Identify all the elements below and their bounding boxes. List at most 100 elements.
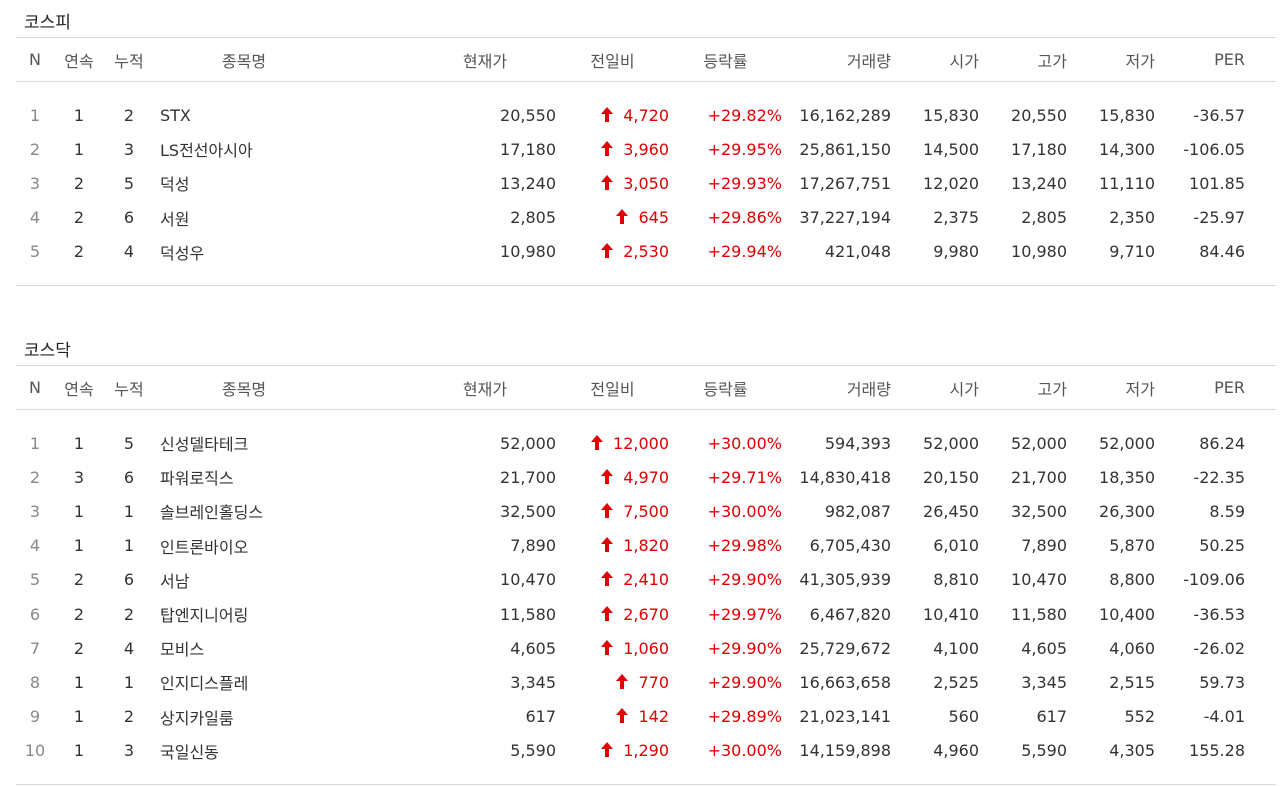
- cell-name[interactable]: 국일신동: [154, 734, 334, 768]
- col-header-total[interactable]: 누적: [104, 37, 154, 82]
- streak-value: 1: [73, 105, 85, 125]
- col-header-per[interactable]: PER: [1155, 365, 1245, 410]
- col-header-open[interactable]: 시가: [891, 365, 979, 410]
- cell-price: 13,240: [334, 166, 556, 200]
- total-value: 2: [123, 707, 135, 727]
- table-row: 2 1 3 LS전선아시아 17,180 3,960 +29.95% 25,861,150 14…: [16, 132, 1276, 166]
- streak-value: 1: [73, 672, 85, 692]
- open-value: 26,450: [923, 501, 979, 521]
- per-value: 86.24: [1199, 433, 1245, 453]
- cell-low: 26,300: [1067, 494, 1155, 528]
- cell-name[interactable]: 솔브레인홀딩스: [154, 494, 334, 528]
- cell-name[interactable]: 서원: [154, 201, 334, 235]
- cell-per: 86.24: [1155, 426, 1245, 460]
- col-header-name[interactable]: 종목명: [154, 365, 334, 410]
- col-header-n[interactable]: N: [16, 37, 54, 82]
- name-value: 덕성: [160, 175, 190, 195]
- cell-name[interactable]: 서남: [154, 563, 334, 597]
- cell-n: 8: [16, 665, 54, 699]
- cell-name[interactable]: LS전선아시아: [154, 132, 334, 166]
- cell-name[interactable]: 인지디스플레: [154, 665, 334, 699]
- open-value: 2,375: [933, 208, 979, 228]
- cell-n: 6: [16, 597, 54, 631]
- table-row: 6 2 2 탑엔지니어링 11,580 2,670 +29.97% 6,467,820 10,4…: [16, 597, 1276, 631]
- col-header-price[interactable]: 현재가: [334, 37, 556, 82]
- col-header-streak[interactable]: 연속: [54, 37, 104, 82]
- row-filler: [1245, 529, 1276, 563]
- spacer-cell: [16, 410, 1276, 427]
- cell-open: 12,020: [891, 166, 979, 200]
- high-value: 2,805: [1021, 208, 1067, 228]
- low-value: 2,350: [1109, 208, 1155, 228]
- cell-streak: 2: [54, 201, 104, 235]
- cell-change: 142: [556, 700, 669, 734]
- volume-value: 25,729,672: [799, 638, 891, 658]
- col-header-volume[interactable]: 거래량: [782, 37, 891, 82]
- col-header-volume[interactable]: 거래량: [782, 365, 891, 410]
- col-header-n[interactable]: N: [16, 365, 54, 410]
- cell-name[interactable]: 파워로직스: [154, 460, 334, 494]
- col-header-open[interactable]: 시가: [891, 37, 979, 82]
- per-value: 59.73: [1199, 672, 1245, 692]
- cell-high: 11,580: [979, 597, 1067, 631]
- name-value: LS전선아시아: [160, 141, 253, 161]
- row-filler: [1245, 98, 1276, 132]
- up-arrow-icon: [601, 537, 614, 553]
- cell-open: 10,410: [891, 597, 979, 631]
- cell-change: 2,530: [556, 235, 669, 269]
- cell-streak: 2: [54, 235, 104, 269]
- up-arrow-icon: [601, 140, 614, 156]
- change-value: 2,410: [623, 570, 669, 590]
- col-header-streak[interactable]: 연속: [54, 365, 104, 410]
- change-value: 12,000: [613, 433, 669, 453]
- open-value: 4,960: [933, 741, 979, 761]
- price-value: 32,500: [500, 501, 556, 521]
- n-value: 1: [29, 433, 41, 453]
- cell-low: 8,800: [1067, 563, 1155, 597]
- total-value: 3: [123, 741, 135, 761]
- col-header-low[interactable]: 저가: [1067, 37, 1155, 82]
- up-arrow-icon: [616, 673, 629, 689]
- cell-total: 4: [104, 235, 154, 269]
- change-value: 1,060: [623, 638, 669, 658]
- table-bottom-spacer: [16, 767, 1276, 785]
- cell-streak: 3: [54, 460, 104, 494]
- col-header-change[interactable]: 전일비: [556, 37, 669, 82]
- high-value: 3,345: [1021, 672, 1067, 692]
- cell-name[interactable]: 덕성우: [154, 235, 334, 269]
- col-header-low[interactable]: 저가: [1067, 365, 1155, 410]
- cell-rate: +29.90%: [669, 665, 782, 699]
- cell-name[interactable]: STX: [154, 98, 334, 132]
- cell-name[interactable]: 상지카일룸: [154, 700, 334, 734]
- price-value: 13,240: [500, 173, 556, 193]
- cell-name[interactable]: 탑엔지니어링: [154, 597, 334, 631]
- col-header-total[interactable]: 누적: [104, 365, 154, 410]
- cell-price: 5,590: [334, 734, 556, 768]
- cell-name[interactable]: 신성델타테크: [154, 426, 334, 460]
- col-header-change[interactable]: 전일비: [556, 365, 669, 410]
- col-header-rate[interactable]: 등락률: [669, 365, 782, 410]
- col-header-high[interactable]: 고가: [979, 365, 1067, 410]
- cell-change: 770: [556, 665, 669, 699]
- col-header-price[interactable]: 현재가: [334, 365, 556, 410]
- cell-low: 14,300: [1067, 132, 1155, 166]
- col-header-name[interactable]: 종목명: [154, 37, 334, 82]
- cell-volume: 594,393: [782, 426, 891, 460]
- total-value: 6: [123, 467, 135, 487]
- rate-value: +29.97%: [707, 604, 782, 624]
- volume-value: 6,467,820: [809, 604, 891, 624]
- cell-total: 6: [104, 201, 154, 235]
- col-header-per[interactable]: PER: [1155, 37, 1245, 82]
- col-header-rate[interactable]: 등락률: [669, 37, 782, 82]
- table-header-row: N 연속 누적 종목명 현재가 전일비 등락률 거래량 시가 고가 저가 PER: [16, 37, 1276, 82]
- cell-n: 5: [16, 563, 54, 597]
- cell-name[interactable]: 모비스: [154, 631, 334, 665]
- cell-name[interactable]: 덕성: [154, 166, 334, 200]
- col-header-high[interactable]: 고가: [979, 37, 1067, 82]
- cell-price: 11,580: [334, 597, 556, 631]
- rate-value: +30.00%: [707, 501, 782, 521]
- kospi-table-body: 1 1 2 STX 20,550 4,720 +29.82% 16,162,289 15,830…: [16, 82, 1276, 286]
- cell-name[interactable]: 인트론바이오: [154, 529, 334, 563]
- up-arrow-icon: [601, 468, 614, 484]
- streak-value: 1: [73, 707, 85, 727]
